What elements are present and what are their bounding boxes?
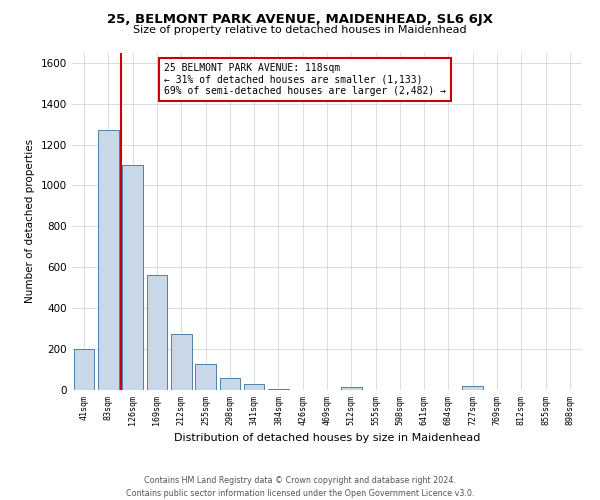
Text: 25, BELMONT PARK AVENUE, MAIDENHEAD, SL6 6JX: 25, BELMONT PARK AVENUE, MAIDENHEAD, SL6… xyxy=(107,12,493,26)
Text: Contains HM Land Registry data © Crown copyright and database right 2024.
Contai: Contains HM Land Registry data © Crown c… xyxy=(126,476,474,498)
Bar xyxy=(341,387,362,390)
Bar xyxy=(220,378,240,390)
Bar xyxy=(244,384,265,390)
Bar xyxy=(171,334,191,390)
Bar xyxy=(268,389,289,390)
Bar xyxy=(122,165,143,390)
Bar xyxy=(195,364,216,390)
Bar xyxy=(463,386,483,390)
Text: Size of property relative to detached houses in Maidenhead: Size of property relative to detached ho… xyxy=(133,25,467,35)
X-axis label: Distribution of detached houses by size in Maidenhead: Distribution of detached houses by size … xyxy=(174,433,480,443)
Y-axis label: Number of detached properties: Number of detached properties xyxy=(25,139,35,304)
Bar xyxy=(98,130,119,390)
Text: 25 BELMONT PARK AVENUE: 118sqm
← 31% of detached houses are smaller (1,133)
69% : 25 BELMONT PARK AVENUE: 118sqm ← 31% of … xyxy=(164,62,446,96)
Bar xyxy=(74,349,94,390)
Bar xyxy=(146,276,167,390)
